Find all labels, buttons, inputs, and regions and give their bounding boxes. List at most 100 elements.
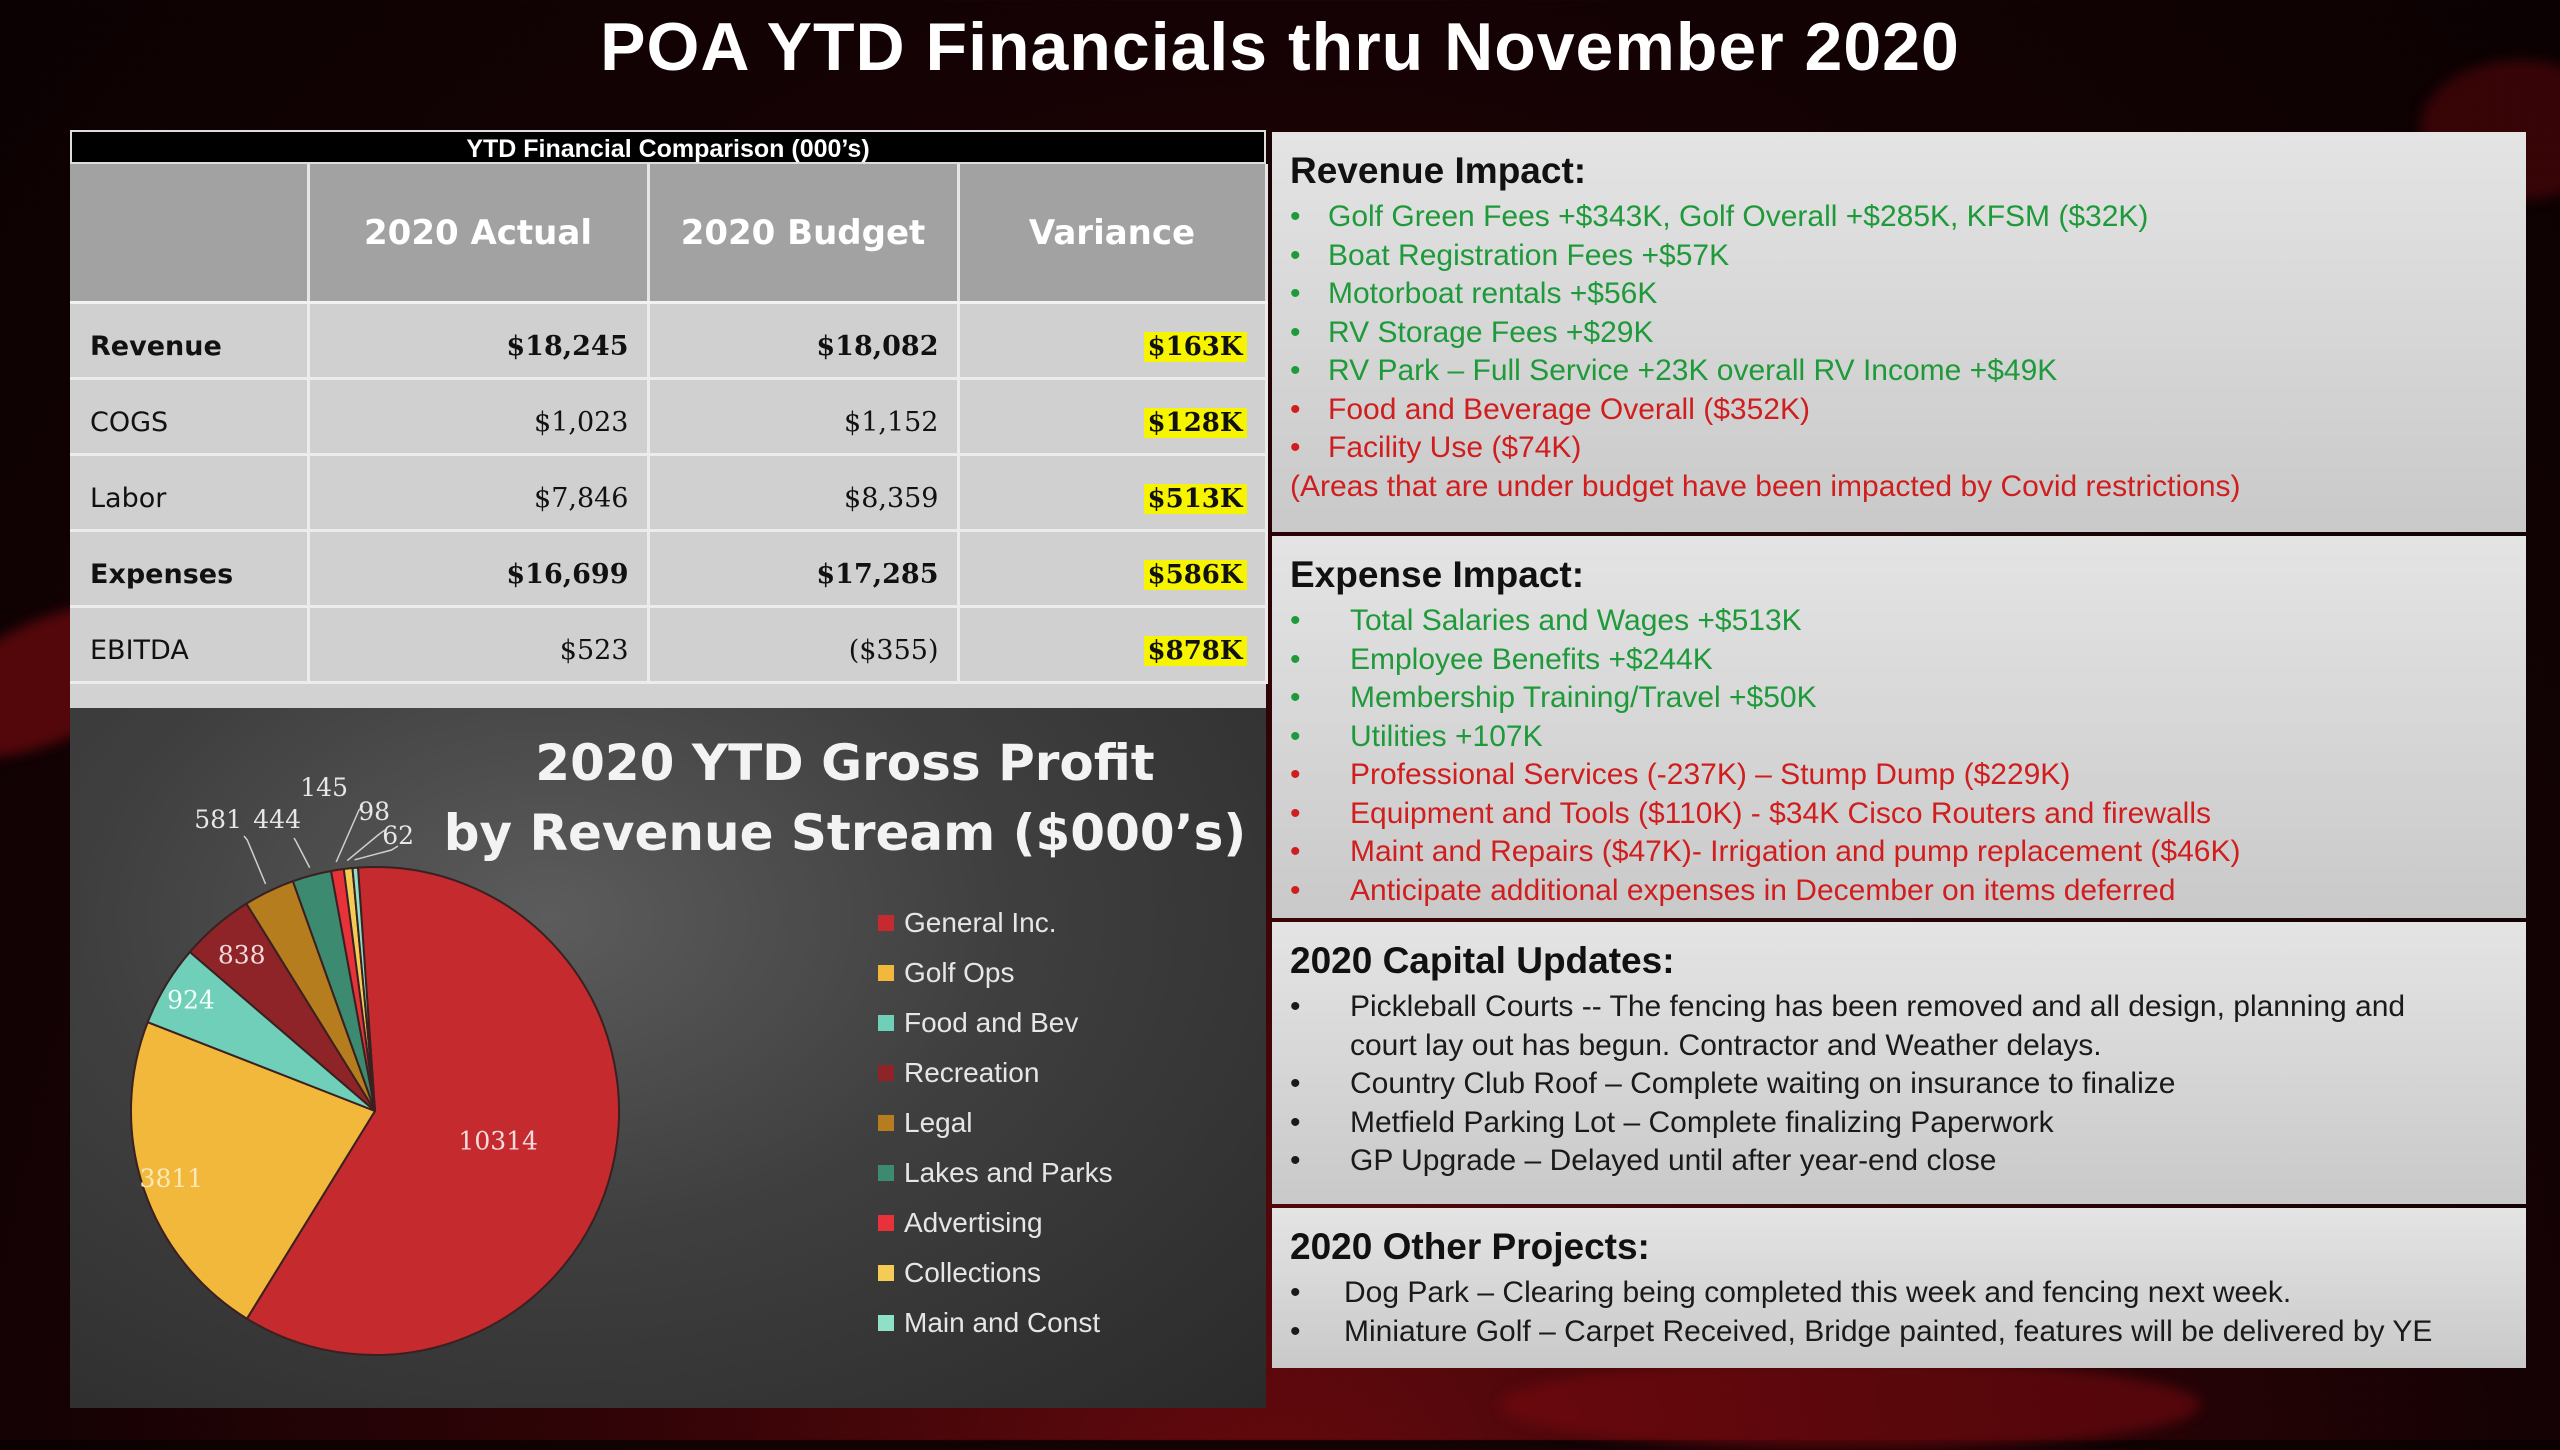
variance-highlight: $163K	[1143, 332, 1247, 362]
chart-title: 2020 YTD Gross Profit by Revenue Stream …	[430, 728, 1260, 868]
other-projects-panel: 2020 Other Projects: • Dog Park – Clearin…	[1272, 1208, 2526, 1368]
bullet-icon: •	[1290, 354, 1301, 387]
legend-item: Lakes and Parks	[878, 1148, 1113, 1198]
legend-label: Main and Const	[904, 1307, 1101, 1338]
legend-swatch	[878, 1165, 894, 1181]
row-label: Revenue	[70, 302, 310, 380]
pie-slice	[351, 866, 376, 1112]
pie-slice	[130, 1020, 377, 1321]
legend-swatch	[878, 965, 894, 981]
variance-highlight: $878K	[1143, 636, 1247, 666]
table-caption: YTD Financial Comparison (000’s)	[70, 130, 1266, 164]
list-item: • Facility Use ($74K)	[1290, 429, 2508, 468]
legend-swatch	[878, 1065, 894, 1081]
bullet-icon: •	[1290, 1144, 1301, 1177]
bullet-icon: •	[1290, 1276, 1301, 1309]
list-item-text: Golf Green Fees +$343K, Golf Overall +$2…	[1328, 200, 2149, 233]
list-item-text: Professional Services (-237K) – Stump Du…	[1350, 758, 2071, 791]
row-label: Labor	[70, 454, 310, 532]
bullet-icon: •	[1290, 238, 1301, 272]
bullet-icon: •	[1290, 1105, 1301, 1139]
list-item: • Total Salaries and Wages +$513K	[1290, 602, 2508, 641]
legend-item: Food and Bev	[878, 998, 1113, 1048]
bullet-icon: •	[1290, 392, 1301, 426]
list-item: • Miniature Golf – Carpet Received, Bridg…	[1290, 1313, 2508, 1352]
variance-highlight: $513K	[1143, 484, 1247, 514]
bullet-icon: •	[1290, 990, 1301, 1023]
legend-swatch	[878, 915, 894, 931]
bullet-icon: •	[1290, 277, 1301, 310]
bullet-icon: •	[1290, 642, 1301, 676]
legend-swatch	[878, 1015, 894, 1031]
list-item-text: court lay out has begun. Contractor and …	[1350, 1028, 2102, 1062]
legend-swatch	[878, 1265, 894, 1281]
bullet-icon: •	[1290, 200, 1301, 233]
header-variance: Variance	[958, 164, 1268, 304]
table-row: Revenue $18,245 $18,082 $163K	[70, 302, 1268, 380]
legend-item: Advertising	[878, 1198, 1113, 1248]
bullet-icon: •	[1290, 1067, 1301, 1100]
list-item: • Boat Registration Fees +$57K	[1290, 237, 2508, 276]
bullet-icon: •	[1290, 1314, 1301, 1348]
list-item: • RV Storage Fees +$29K	[1290, 314, 2508, 353]
leader-line	[346, 829, 386, 862]
expense-heading: Expense Impact:	[1290, 554, 1585, 595]
list-item: • Professional Services (-237K) – Stump D…	[1290, 756, 2508, 795]
leader-line	[354, 845, 399, 861]
list-item: • GP Upgrade – Delayed until after year-e…	[1290, 1142, 2508, 1181]
capital-list: • Pickleball Courts -- The fencing has be…	[1290, 988, 2508, 1181]
list-item: • Dog Park – Clearing being completed thi…	[1290, 1274, 2508, 1313]
pie-slice	[245, 866, 620, 1356]
legend-label: General Inc.	[904, 907, 1057, 938]
table-header-row: 2020 Actual 2020 Budget Variance	[70, 164, 1268, 304]
header-blank	[70, 164, 310, 304]
actual-cell: $16,699	[308, 530, 650, 608]
data-label: 3811	[140, 1164, 204, 1193]
legend-label: Legal	[904, 1107, 973, 1138]
data-label: 145	[300, 773, 348, 802]
list-item: • Food and Beverage Overall ($352K)	[1290, 391, 2508, 430]
legend-item: Legal	[878, 1098, 1113, 1148]
table-row: EBITDA $523 ($355) $878K	[70, 606, 1268, 684]
bullet-icon: •	[1290, 796, 1301, 830]
data-label: 10314	[458, 1126, 538, 1155]
budget-cell: $17,285	[648, 530, 960, 608]
list-item-text: Utilities +107K	[1350, 719, 1543, 753]
variance-cell: $513K	[958, 454, 1268, 532]
list-item-text: Food and Beverage Overall ($352K)	[1328, 392, 1810, 426]
list-item: • Country Club Roof – Complete waiting on…	[1290, 1065, 2508, 1104]
capital-heading: 2020 Capital Updates:	[1290, 940, 1675, 981]
list-item: • Anticipate additional expenses in Decem…	[1290, 872, 2508, 911]
list-item-text: Employee Benefits +$244K	[1350, 642, 1713, 676]
variance-cell: $586K	[958, 530, 1268, 608]
legend-swatch	[878, 1315, 894, 1331]
bullet-icon: •	[1290, 835, 1301, 868]
page-title: POA YTD Financials thru November 2020	[600, 9, 1960, 85]
bullet-icon: •	[1290, 681, 1301, 714]
budget-cell: $8,359	[648, 454, 960, 532]
chart-title-line1: 2020 YTD Gross Profit	[535, 734, 1155, 792]
budget-cell: $18,082	[648, 302, 960, 380]
list-item-text: Equipment and Tools ($110K) - $34K Cisco…	[1350, 796, 2212, 830]
expense-list: • Total Salaries and Wages +$513K • Employe…	[1290, 602, 2508, 910]
legend-label: Advertising	[904, 1207, 1043, 1238]
legend-swatch	[878, 1215, 894, 1231]
legend-label: Food and Bev	[904, 1007, 1079, 1038]
legend-label: Recreation	[904, 1057, 1040, 1088]
list-item: • Equipment and Tools ($110K) - $34K Cisc…	[1290, 795, 2508, 834]
table-row: Expenses $16,699 $17,285 $586K	[70, 530, 1268, 608]
chart-title-line2: by Revenue Stream ($000’s)	[443, 804, 1247, 862]
leader-line	[335, 805, 364, 863]
financial-comparison-table: YTD Financial Comparison (000’s) 2020 Ac…	[70, 130, 1268, 708]
comparison-table: 2020 Actual 2020 Budget Variance Revenue…	[70, 164, 1268, 684]
list-item-text: Membership Training/Travel +$50K	[1350, 681, 1817, 714]
legend-item: Golf Ops	[878, 948, 1113, 998]
variance-cell: $878K	[958, 606, 1268, 684]
list-item-text: Maint and Repairs ($47K)- Irrigation and…	[1350, 835, 2241, 868]
revenue-list: • Golf Green Fees +$343K, Golf Overall +$…	[1290, 198, 2508, 468]
budget-cell: $1,152	[648, 378, 960, 456]
list-item: • Motorboat rentals +$56K	[1290, 275, 2508, 314]
header-budget: 2020 Budget	[648, 164, 960, 304]
legend-item: Recreation	[878, 1048, 1113, 1098]
data-label: 924	[167, 985, 215, 1014]
